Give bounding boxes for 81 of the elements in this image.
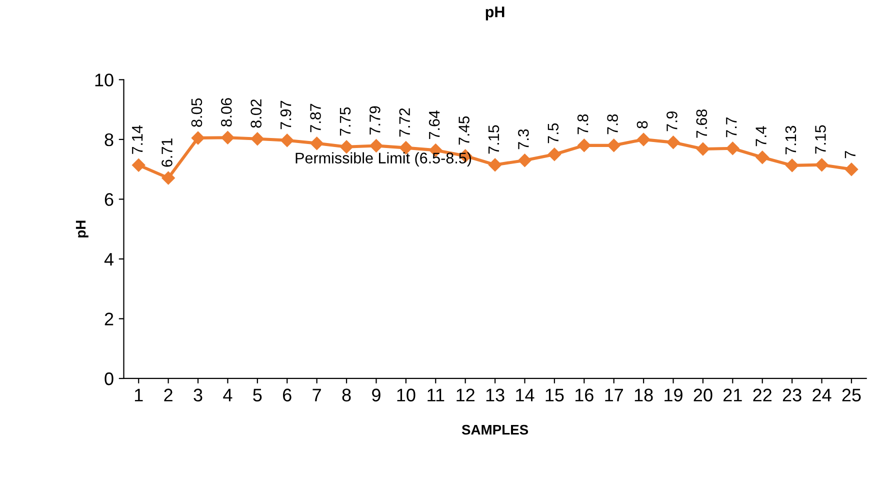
data-label: 7.7	[726, 117, 737, 138]
point	[162, 171, 175, 185]
x-tick-label: 1	[134, 388, 143, 402]
chart-title: pH	[486, 6, 504, 20]
x-tick-label: 7	[312, 388, 321, 402]
data-label: 7.68	[696, 109, 708, 138]
data-label: 6.71	[162, 138, 172, 167]
point	[815, 158, 828, 172]
data-label: 7.8	[577, 114, 588, 134]
y-tick-label: 2	[104, 312, 114, 326]
x-tick-label: 14	[516, 388, 534, 402]
data-label: 8.05	[191, 98, 202, 127]
x-tick-label: 20	[694, 388, 712, 402]
point	[578, 138, 591, 152]
data-label: 8.02	[250, 99, 262, 128]
x-tick-label: 19	[664, 388, 682, 402]
y-tick-label: 10	[95, 74, 114, 86]
y-tick-label: 6	[104, 193, 114, 206]
point	[844, 162, 858, 176]
x-tick-label: 10	[397, 388, 416, 402]
x-tick-label: 6	[283, 388, 292, 402]
point	[756, 150, 769, 164]
x-tick-label: 24	[812, 388, 832, 402]
point	[221, 131, 234, 144]
x-tick-label: 15	[546, 388, 564, 402]
y-tick-label: 4	[104, 253, 114, 266]
point	[370, 139, 383, 152]
y-tick-label: 0	[104, 372, 114, 386]
point	[666, 136, 680, 150]
data-label: 7.8	[607, 114, 618, 134]
data-label: 7	[844, 151, 856, 158]
x-tick-label: 11	[428, 388, 444, 402]
x-tick-label: 18	[634, 388, 653, 402]
data-label: 7.3	[518, 129, 529, 150]
x-tick-label: 13	[486, 388, 504, 402]
data-label: 7.97	[280, 100, 292, 130]
data-label: 7.75	[340, 107, 351, 136]
data-label: 7.4	[756, 126, 766, 146]
point	[518, 154, 532, 167]
point	[548, 148, 562, 161]
point	[696, 142, 710, 156]
point	[250, 132, 264, 146]
data-label: 7.15	[815, 125, 826, 154]
data-label: 7.87	[310, 104, 321, 132]
point	[488, 158, 502, 172]
x-tick-label: 23	[782, 388, 802, 402]
point	[726, 142, 740, 155]
data-label: 7.64	[428, 110, 440, 139]
point	[636, 132, 650, 146]
data-label: 7.13	[785, 126, 796, 154]
x-tick-label: 9	[372, 388, 380, 402]
x-tick-label: 17	[605, 388, 623, 402]
data-label: 7.79	[370, 106, 380, 134]
point	[191, 131, 205, 145]
data-label: 8	[636, 121, 648, 128]
annotation: Permissible Limit (6.5-8.5)	[296, 152, 472, 167]
x-tick-label: 8	[342, 388, 351, 402]
x-tick-label: 4	[223, 388, 232, 402]
y-tick-label: 8	[104, 133, 114, 146]
x-tick-label: 3	[194, 388, 202, 402]
x-tick-label: 21	[724, 388, 742, 402]
data-label: 8.06	[221, 98, 232, 127]
x-tick-label: 16	[575, 388, 594, 402]
data-label: 7.5	[548, 123, 559, 144]
point	[310, 136, 324, 150]
x-tick-label: 22	[753, 388, 772, 402]
point	[280, 134, 294, 147]
x-tick-label: 25	[842, 388, 861, 402]
data-label: 7.72	[399, 108, 410, 137]
data-label: 7.45	[458, 116, 470, 145]
x-tick-label: 5	[253, 388, 262, 402]
y-axis-title: pH	[76, 220, 88, 238]
point	[132, 158, 146, 172]
data-label: 7.15	[488, 125, 500, 154]
data-label: 7.14	[132, 125, 143, 154]
point	[607, 138, 620, 152]
x-tick-label: 12	[456, 388, 474, 402]
x-axis-title: SAMPLES	[462, 424, 528, 435]
x-tick-label: 2	[164, 388, 172, 402]
data-label: 7.9	[666, 111, 678, 132]
point	[785, 158, 799, 172]
